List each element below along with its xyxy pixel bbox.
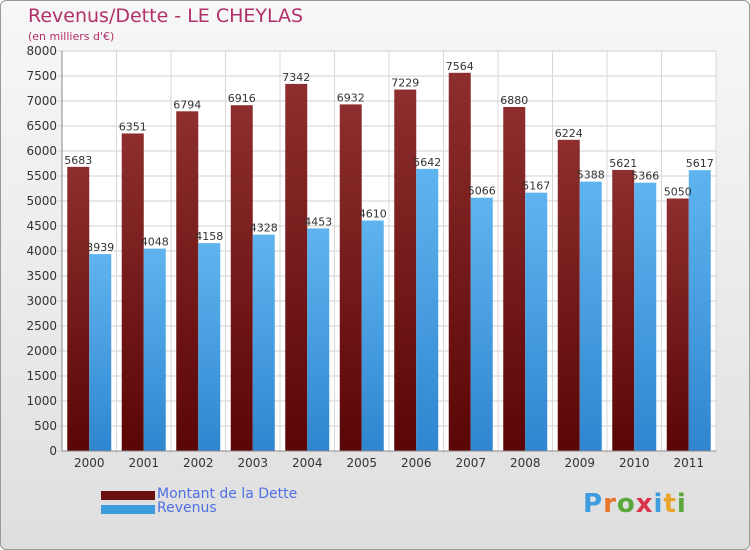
y-tick-label: 1000 [26,394,57,408]
bar-dette [67,166,90,451]
data-label-dette: 7229 [391,77,419,90]
bar-dette [557,139,580,452]
data-label-revenus: 4158 [195,230,223,243]
bar-dette [448,72,471,452]
bar-dette [121,133,144,451]
data-label-revenus: 5167 [522,180,550,193]
data-label-dette: 6880 [500,94,528,107]
x-tick-label: 2000 [74,456,105,470]
x-tick-label: 2002 [183,456,214,470]
legend-label-revenus: Revenus [157,500,217,516]
y-tick-label: 5500 [26,169,57,183]
chart-subtitle: (en milliers d'€) [28,30,115,43]
bar-dette [176,111,199,452]
bar-revenus [525,192,548,451]
y-tick-label: 1500 [26,369,57,383]
data-label-revenus: 5642 [413,156,441,169]
data-label-revenus: 4328 [250,222,278,235]
legend-swatch-revenus [101,505,155,514]
x-tick-label: 2005 [346,456,377,470]
data-label-dette: 6224 [555,127,583,140]
bar-revenus [361,220,384,451]
bar-revenus [252,234,275,451]
y-tick-label: 0 [49,444,57,458]
bar-dette [394,89,417,452]
data-label-dette: 5683 [64,154,92,167]
bar-revenus [688,170,711,451]
bar-revenus [143,248,166,451]
data-label-dette: 6351 [119,120,147,133]
data-label-dette: 5621 [609,157,637,170]
data-label-dette: 7342 [282,71,310,84]
data-label-revenus: 4048 [141,236,169,249]
data-label-revenus: 5066 [468,185,496,198]
y-tick-label: 8000 [26,44,57,58]
bar-revenus [89,254,112,451]
data-label-dette: 6794 [173,98,201,111]
bar-dette [503,107,526,451]
legend-swatch-dette [101,491,155,500]
y-tick-label: 5000 [26,194,57,208]
proxiti-logo: Proxiti [583,489,687,519]
bar-dette [285,83,308,452]
y-tick-label: 4500 [26,219,57,233]
data-label-revenus: 5388 [577,169,605,182]
bar-revenus [307,228,330,451]
y-tick-label: 2000 [26,344,57,358]
data-label-dette: 6916 [228,92,256,105]
y-tick-label: 3000 [26,294,57,308]
chart-title: Revenus/Dette - LE CHEYLAS [28,5,304,27]
x-tick-label: 2007 [455,456,486,470]
legend-label-dette: Montant de la Dette [157,486,298,502]
bar-dette [230,105,253,451]
y-tick-label: 3500 [26,269,57,283]
bar-revenus [579,181,602,451]
y-tick-label: 7500 [26,69,57,83]
x-tick-label: 2010 [619,456,650,470]
y-tick-label: 4000 [26,244,57,258]
bar-revenus [198,243,221,451]
data-label-dette: 7564 [446,60,474,73]
bar-dette [339,104,362,452]
y-tick-label: 7000 [26,94,57,108]
x-tick-label: 2006 [401,456,432,470]
data-label-dette: 6932 [337,91,365,104]
data-label-revenus: 4453 [304,215,332,228]
bar-revenus [416,168,439,451]
data-label-revenus: 5617 [686,157,714,170]
x-tick-label: 2009 [564,456,595,470]
y-tick-label: 6000 [26,144,57,158]
x-tick-label: 2011 [673,456,704,470]
bar-revenus [634,182,657,451]
data-label-revenus: 3939 [86,241,114,254]
data-label-revenus: 4610 [359,208,387,221]
x-tick-label: 2008 [510,456,541,470]
x-tick-label: 2004 [292,456,323,470]
y-tick-label: 2500 [26,319,57,333]
y-tick-label: 6500 [26,119,57,133]
bar-dette [612,169,635,451]
x-tick-label: 2003 [237,456,268,470]
bar-revenus [470,197,493,451]
x-tick-label: 2001 [128,456,159,470]
y-tick-label: 500 [34,419,57,433]
data-label-revenus: 5366 [631,170,659,183]
data-label-dette: 5050 [664,186,692,199]
bar-dette [666,198,689,451]
